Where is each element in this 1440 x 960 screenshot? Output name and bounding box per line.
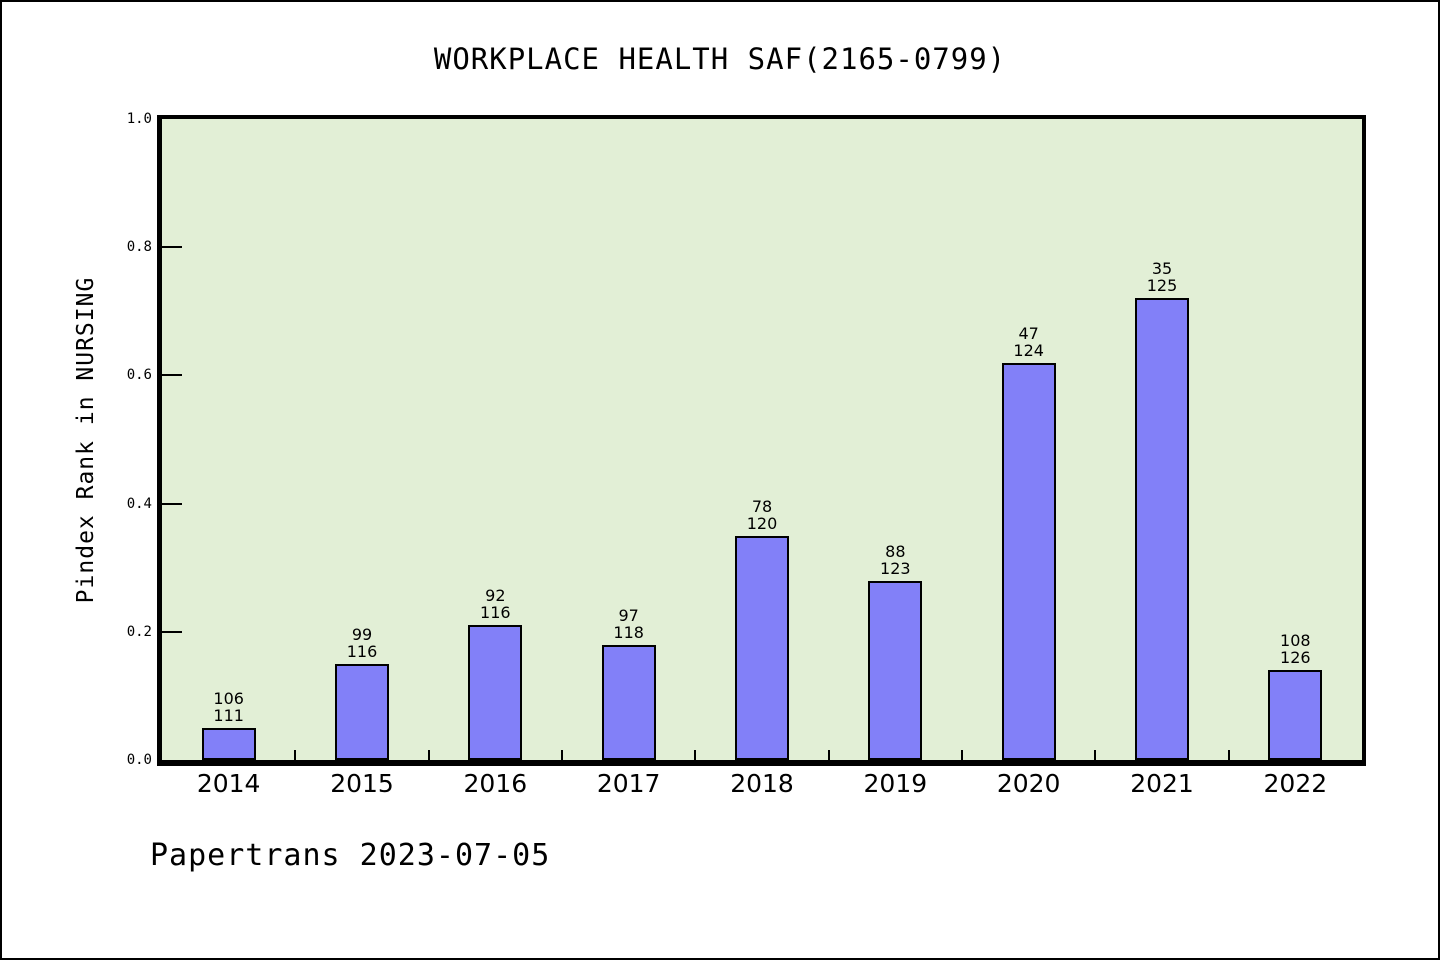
bar-2017 [601,645,656,760]
x-tick-label-2017: 2017 [596,769,661,798]
bar-2019 [868,581,923,760]
footer-watermark: Papertrans 2023-07-05 [150,838,551,873]
x-axis-minor-tick [1227,750,1230,760]
y-tick-label: 0.0 [126,752,152,768]
x-tick-label-2015: 2015 [330,769,394,798]
bar-value-label-2018: 78 120 [746,497,778,533]
bar-2022 [1268,670,1323,760]
x-axis-minor-tick [427,750,430,760]
bar-2020 [1001,363,1056,760]
bar-value-label-2021: 35 125 [1146,259,1178,295]
x-axis-minor-tick [294,750,297,760]
x-axis-minor-tick [561,750,563,760]
y-axis-tick [162,246,182,249]
y-tick-label: 0.6 [126,367,152,384]
bar-value-label-2014: 106 111 [213,689,244,725]
x-axis-minor-tick [827,750,830,760]
x-tick-label-2016: 2016 [463,769,528,798]
x-axis-minor-tick [694,750,697,760]
x-tick-label-2019: 2019 [863,769,928,798]
x-tick-label-2018: 2018 [730,769,794,798]
chart-title: WORKPLACE HEALTH SAF(2165-0799) [433,42,1007,76]
y-tick-label: 0.8 [126,239,152,256]
y-tick-label: 0.4 [126,495,152,512]
bar-2015 [335,664,389,760]
bar-2014 [201,728,256,760]
y-axis-tick [162,502,182,505]
bar-value-label-2022: 108 126 [1280,631,1311,667]
bar-value-label-2016: 92 116 [480,586,511,622]
x-tick-label-2022: 2022 [1263,769,1328,798]
x-tick-label-2020: 2020 [996,769,1061,798]
y-tick-label: 1.0 [126,111,152,127]
y-axis-tick [162,630,182,633]
bar-value-label-2020: 47 124 [1013,324,1044,360]
x-axis-minor-tick [961,750,963,760]
bar-value-label-2017: 97 118 [613,606,644,642]
bar-value-label-2015: 99 116 [346,625,378,661]
x-tick-label-2014: 2014 [196,769,261,798]
plot-area: 0.0 0.2 0.4 0.6 0.8 1.0 106 111 2014 99 116 2015 9… [127,111,1366,798]
bar-2018 [735,536,789,760]
y-tick-label: 0.2 [126,623,152,640]
x-axis-minor-tick [1094,750,1097,760]
bar-2016 [468,625,523,760]
bar-2021 [1135,298,1189,760]
y-axis-tick [162,374,182,377]
y-axis-label: Pindex Rank in NURSING [73,276,99,604]
x-tick-label-2021: 2021 [1130,769,1194,798]
bar-value-label-2019: 88 123 [880,542,911,578]
